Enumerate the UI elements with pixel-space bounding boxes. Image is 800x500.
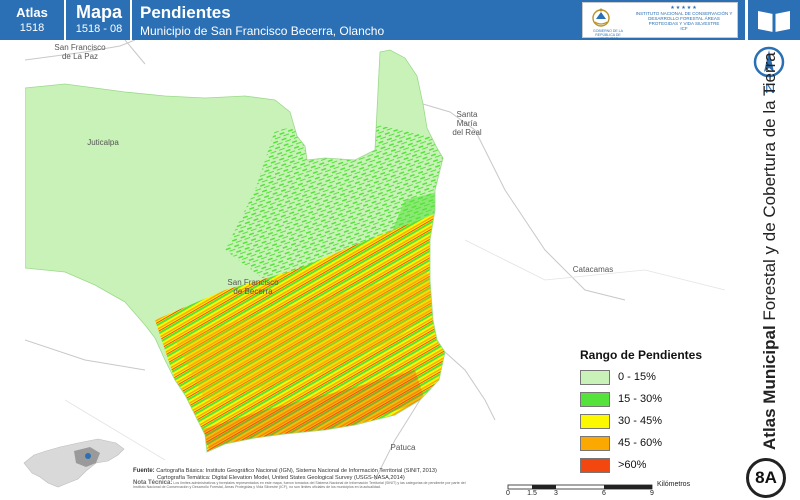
legend-label: 30 - 45% [618,415,663,427]
scale-unit: Kilómetros [657,481,691,488]
place-label-patuca: Patuca [390,443,416,452]
place-label-juticalpa: Juticalpa [87,138,119,147]
map-canvas[interactable] [24,39,745,481]
mapa-box: Mapa 1518 - 08 [68,0,132,40]
legend-label: 45 - 60% [618,437,663,449]
technical-note: Nota Técnica: Los límites administrativo… [133,480,473,489]
legend-swatch [580,457,610,473]
stars: ★★★★★ [670,5,698,11]
legend-title: Rango de Pendientes [580,348,703,362]
north-arrow-icon [753,46,785,78]
north-label: N [764,80,776,96]
legend-label: 0 - 15% [618,371,656,383]
place-label-san-francisco-becerra: San Francisco de Becerra [227,278,279,296]
source-notes: Fuente: Cartografía Básica: Instituto Ge… [133,468,473,489]
title-box: Pendientes Municipio de San Francisco Be… [140,0,580,40]
coat-of-arms-icon [592,8,610,27]
atlas-box: Atlas 1518 [0,0,66,40]
atlas-book-button[interactable] [748,0,800,40]
scale-tick-label: 0 [506,490,510,497]
legend-label: >60% [618,459,647,471]
place-label-santa-maria-del-real: Santa María del Real [452,110,482,137]
source-line-1: Fuente: Cartografía Básica: Instituto Ge… [133,468,473,475]
legend-swatch [580,435,610,451]
side-title-bold: Atlas Municipal [760,325,779,450]
atlas-label: Atlas [16,5,48,20]
atlas-number: 1518 [19,22,45,34]
scale-tick-label: 9 [650,490,654,497]
scale-bar: Kilómetros 0 1.5 3 6 9 [505,480,700,500]
legend-swatch [580,413,610,429]
honduras-locator-map [23,438,125,488]
note-text: Los límites administrativos y forestales… [133,481,466,489]
legend-items: 0 - 15% 15 - 30% 30 - 45% 45 - 60% >60% [580,368,740,474]
legend-swatch [580,369,610,385]
note-label: Nota Técnica: [133,480,173,486]
page-title: Pendientes [140,3,231,22]
municipality-outline [24,49,446,453]
atlas-side-title: Atlas Municipal Forestal y de Cobertura … [760,52,782,450]
map-badge: 8A [746,458,786,498]
source-label: Fuente: [133,468,155,474]
municipal-boundaries [24,39,626,481]
place-label-catacamas: Catacamas [572,265,614,274]
gov-text: GOBIERNO DE LA REPÚBLICA DE HONDURAS [593,29,623,41]
institution-text: ★★★★★ INSTITUTO NACIONAL DE CONSERVACIÓN… [633,5,735,32]
institution-acronym: ICF [680,26,688,31]
institution-name: INSTITUTO NACIONAL DE CONSERVACIÓN Y DES… [635,11,733,26]
legend-label: 15 - 30% [618,393,663,405]
locator-dot [85,453,91,459]
source-text-1: Cartografía Básica: Instituto Geográfico… [156,468,437,474]
page-subtitle: Municipio de San Francisco Becerra, Olan… [140,24,385,38]
header-bar: Atlas 1518 Mapa 1518 - 08 Pendientes Mun… [0,0,745,41]
side-title-rest: Forestal y de Cobertura de la Tierra [760,52,779,326]
mapa-number: 1518 - 08 [75,23,123,35]
slope-map [24,39,726,481]
open-book-icon [758,11,790,32]
legend-item: >60% [580,456,740,474]
legend-item: 45 - 60% [580,434,740,452]
legend-item: 0 - 15% [580,368,740,386]
mapa-label: Mapa [75,2,122,22]
legend-item: 15 - 30% [580,390,740,408]
scale-bar-graphic [507,484,653,490]
source-line-2: Cartografía Temática: Digital Elevation … [157,474,405,481]
scale-tick-label: 6 [602,490,606,497]
scale-tick-label: 1.5 [527,490,537,497]
institution-logo: GOBIERNO DE LA REPÚBLICA DE HONDURAS ★★★… [582,2,738,41]
legend-swatch [580,391,610,407]
slope-legend: Rango de Pendientes 0 - 15% 15 - 30% 30 - … [580,348,740,478]
place-label-san-francisco-la-paz: San Francisco de La Paz [54,43,106,61]
legend-item: 30 - 45% [580,412,740,430]
scale-tick-label: 3 [554,490,558,497]
